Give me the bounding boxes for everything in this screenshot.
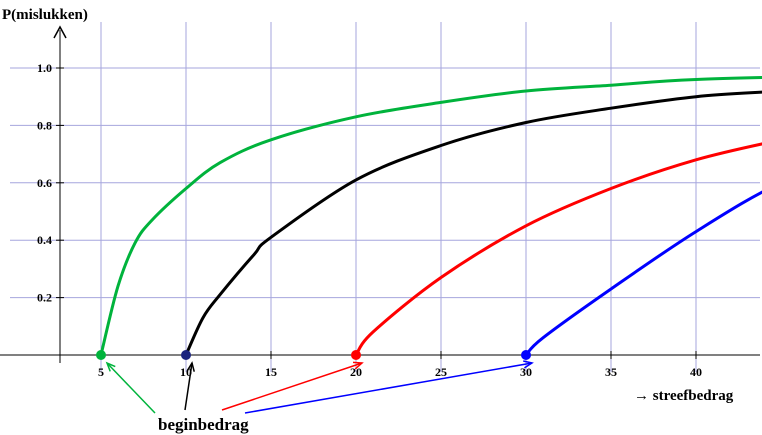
start-point-1 bbox=[96, 350, 106, 360]
x-tick-label: 5 bbox=[98, 365, 104, 379]
annotation-arrows bbox=[105, 360, 534, 414]
annotation-arrowhead-2 bbox=[186, 361, 195, 372]
annotation-arrowhead-4 bbox=[523, 360, 534, 369]
annotation-beginbedrag: beginbedrag bbox=[158, 415, 249, 434]
x-tick-label: 40 bbox=[690, 365, 702, 379]
x-tick-label: 30 bbox=[520, 365, 532, 379]
annotation-arrowhead-1 bbox=[105, 361, 116, 372]
annotation-arrow-2 bbox=[184, 362, 193, 411]
annotation-arrow-1 bbox=[106, 362, 156, 414]
y-axis-title: P(mislukken) bbox=[2, 7, 88, 23]
x-tick-label: 35 bbox=[605, 365, 617, 379]
start-points bbox=[96, 350, 531, 360]
series-line-1 bbox=[99, 75, 762, 356]
series-lines bbox=[99, 75, 762, 357]
series-line-2 bbox=[184, 90, 762, 356]
y-tick-label: 1.0 bbox=[37, 61, 52, 75]
x-tick-label: 25 bbox=[435, 365, 447, 379]
series-line-3 bbox=[354, 142, 762, 356]
y-axis-arrow bbox=[53, 25, 67, 39]
start-point-2 bbox=[181, 350, 191, 360]
axes: 0.20.40.60.81.05101520253035404550556065… bbox=[0, 25, 760, 379]
labels: P(mislukken) → streefbedrag beginbedrag bbox=[2, 7, 734, 434]
annotation-arrow-3 bbox=[221, 362, 363, 411]
series-line-4 bbox=[524, 190, 762, 357]
grid bbox=[10, 22, 760, 372]
x-axis-title: → streefbedrag bbox=[634, 388, 734, 404]
x-tick-label: 15 bbox=[265, 365, 277, 379]
y-tick-label: 0.8 bbox=[37, 118, 52, 132]
y-tick-label: 0.6 bbox=[37, 176, 52, 190]
annotation-arrowhead-3 bbox=[352, 361, 364, 370]
y-tick-label: 0.2 bbox=[37, 291, 52, 305]
start-point-4 bbox=[521, 350, 531, 360]
y-tick-label: 0.4 bbox=[37, 233, 52, 247]
start-point-3 bbox=[351, 350, 361, 360]
annotation-arrow-4 bbox=[244, 362, 533, 414]
x-tick-label: 20 bbox=[350, 365, 362, 379]
